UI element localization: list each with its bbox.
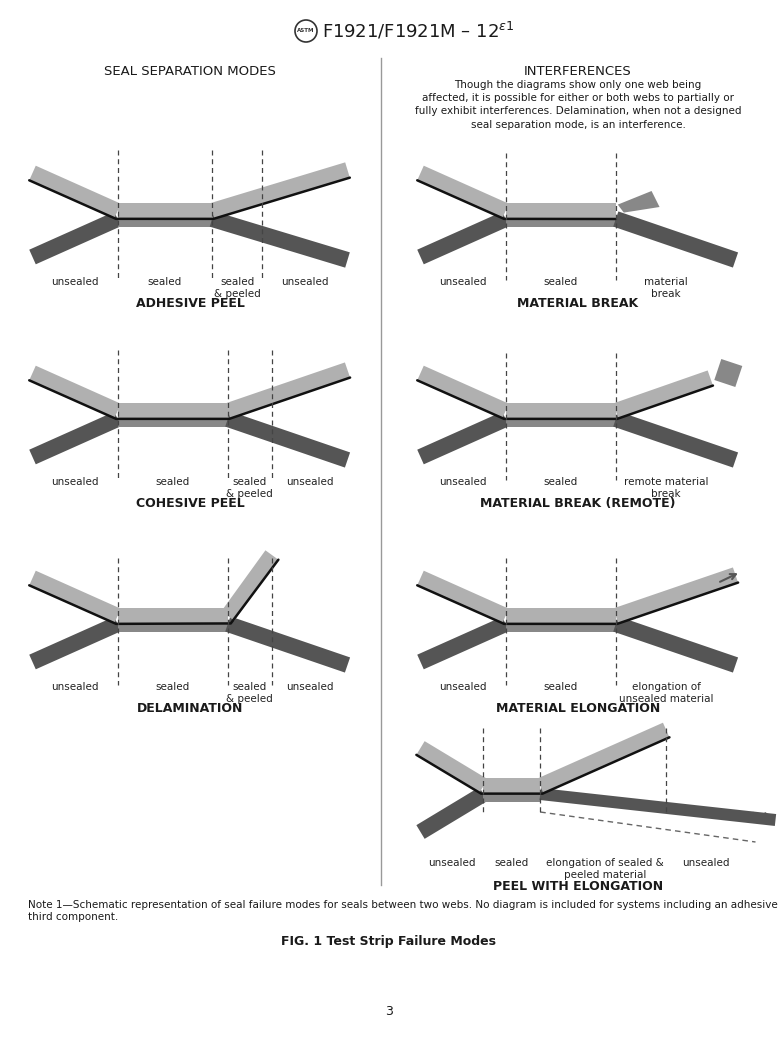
Text: COHESIVE PEEL: COHESIVE PEEL <box>135 497 244 510</box>
Polygon shape <box>417 616 509 669</box>
Text: unsealed: unsealed <box>428 858 476 868</box>
Text: unsealed: unsealed <box>281 277 329 287</box>
Polygon shape <box>30 411 121 464</box>
Polygon shape <box>537 722 669 793</box>
Polygon shape <box>117 203 212 219</box>
Polygon shape <box>714 359 742 387</box>
Polygon shape <box>210 162 350 219</box>
Polygon shape <box>30 570 121 624</box>
Text: unsealed: unsealed <box>51 477 99 487</box>
Polygon shape <box>225 411 350 467</box>
Polygon shape <box>506 616 616 632</box>
Polygon shape <box>613 411 738 467</box>
Text: sealed: sealed <box>544 682 578 692</box>
Polygon shape <box>506 411 616 427</box>
Polygon shape <box>417 365 509 418</box>
Text: remote material
break: remote material break <box>624 477 709 500</box>
Text: sealed: sealed <box>495 858 529 868</box>
Text: MATERIAL BREAK: MATERIAL BREAK <box>517 297 639 310</box>
Text: elongation of sealed &
peeled material: elongation of sealed & peeled material <box>546 858 664 881</box>
Polygon shape <box>506 203 616 219</box>
Polygon shape <box>613 567 738 624</box>
Text: unsealed: unsealed <box>440 477 487 487</box>
Text: F1921/F1921M – 12$^{\varepsilon1}$: F1921/F1921M – 12$^{\varepsilon1}$ <box>322 21 514 42</box>
Polygon shape <box>210 211 350 268</box>
Text: sealed: sealed <box>544 477 578 487</box>
Text: MATERIAL BREAK (REMOTE): MATERIAL BREAK (REMOTE) <box>480 497 676 510</box>
Text: material
break: material break <box>644 277 688 300</box>
Polygon shape <box>613 371 713 418</box>
Text: unsealed: unsealed <box>51 277 99 287</box>
Polygon shape <box>221 551 279 620</box>
Polygon shape <box>417 570 509 624</box>
Text: MATERIAL ELONGATION: MATERIAL ELONGATION <box>496 702 660 715</box>
Text: third component.: third component. <box>28 912 118 922</box>
Polygon shape <box>117 211 212 227</box>
Polygon shape <box>117 608 228 624</box>
Polygon shape <box>117 411 228 427</box>
Text: elongation of
unsealed material: elongation of unsealed material <box>619 682 713 705</box>
Polygon shape <box>613 211 738 268</box>
Polygon shape <box>417 411 509 464</box>
Text: FIG. 1 Test Strip Failure Modes: FIG. 1 Test Strip Failure Modes <box>282 935 496 948</box>
Polygon shape <box>30 211 121 264</box>
Text: ADHESIVE PEEL: ADHESIVE PEEL <box>135 297 244 310</box>
Text: sealed
& peeled: sealed & peeled <box>214 277 261 300</box>
Text: unsealed: unsealed <box>286 682 334 692</box>
Polygon shape <box>30 166 121 219</box>
Polygon shape <box>417 211 509 264</box>
Text: unsealed: unsealed <box>440 682 487 692</box>
Polygon shape <box>539 788 776 826</box>
Polygon shape <box>483 778 540 794</box>
Polygon shape <box>117 616 228 632</box>
Text: unsealed: unsealed <box>51 682 99 692</box>
Polygon shape <box>417 166 509 219</box>
Polygon shape <box>618 191 660 212</box>
Text: unsealed: unsealed <box>286 477 334 487</box>
Polygon shape <box>613 616 738 672</box>
Text: sealed
& peeled: sealed & peeled <box>226 477 273 500</box>
Polygon shape <box>225 616 350 672</box>
Text: Note 1—Schematic representation of seal failure modes for seals between two webs: Note 1—Schematic representation of seal … <box>28 900 778 910</box>
Polygon shape <box>117 403 228 418</box>
Text: sealed: sealed <box>156 682 190 692</box>
Text: INTERFERENCES: INTERFERENCES <box>524 65 632 78</box>
Polygon shape <box>483 786 540 802</box>
Polygon shape <box>30 365 121 418</box>
Polygon shape <box>225 362 350 418</box>
Polygon shape <box>416 787 488 839</box>
Polygon shape <box>416 741 488 793</box>
Text: sealed: sealed <box>544 277 578 287</box>
Text: SEAL SEPARATION MODES: SEAL SEPARATION MODES <box>104 65 276 78</box>
Text: sealed: sealed <box>156 477 190 487</box>
Text: DELAMINATION: DELAMINATION <box>137 702 244 715</box>
Text: sealed: sealed <box>148 277 182 287</box>
Polygon shape <box>506 211 616 227</box>
Text: PEEL WITH ELONGATION: PEEL WITH ELONGATION <box>493 880 663 893</box>
Text: Though the diagrams show only one web being
affected, it is possible for either : Though the diagrams show only one web be… <box>415 80 741 129</box>
Text: unsealed: unsealed <box>440 277 487 287</box>
Text: sealed
& peeled: sealed & peeled <box>226 682 273 705</box>
Text: unsealed: unsealed <box>682 858 729 868</box>
Polygon shape <box>506 403 616 418</box>
Polygon shape <box>506 608 616 624</box>
Text: ASTM: ASTM <box>297 28 315 33</box>
Text: 3: 3 <box>385 1005 393 1018</box>
Polygon shape <box>30 616 121 669</box>
